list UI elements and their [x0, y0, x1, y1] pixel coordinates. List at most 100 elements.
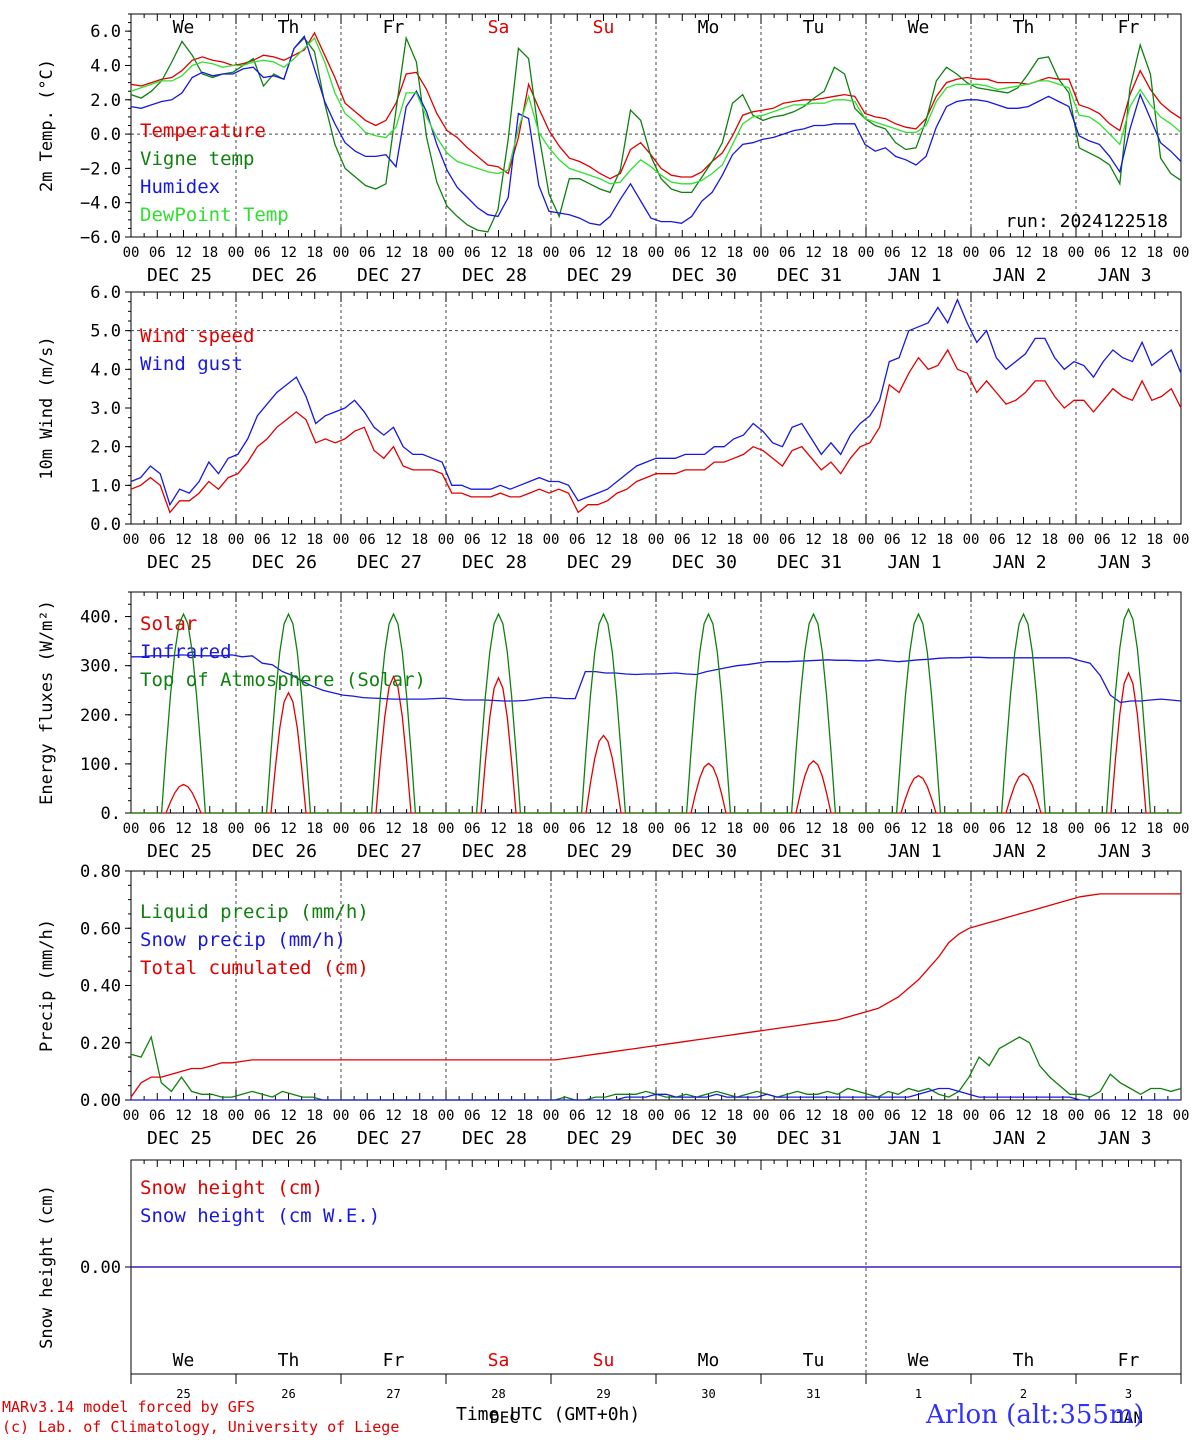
hour-label: 12 [910, 1108, 927, 1124]
y-tick-label: 0.80 [80, 862, 121, 882]
date-label: JAN 2 [992, 841, 1046, 862]
hour-label: 00 [753, 532, 770, 548]
legend-entry: Solar [140, 613, 197, 635]
hour-label: 12 [805, 1108, 822, 1124]
hour-label: 12 [385, 821, 402, 837]
hour-label: 18 [1041, 821, 1058, 837]
hour-label: 18 [306, 1108, 323, 1124]
y-tick-label: 5.0 [90, 322, 121, 342]
hour-label: 06 [884, 245, 901, 261]
day-number-label: 29 [596, 1387, 610, 1401]
hour-label: 06 [884, 532, 901, 548]
date-label: JAN 3 [1097, 265, 1151, 286]
hour-label: 06 [989, 532, 1006, 548]
hour-label: 00 [333, 821, 350, 837]
series-line [130, 893, 1181, 1098]
legend-entry: Wind gust [140, 353, 243, 375]
panel-5: 0.00 Snow height (cm) We Th Fr Sa Su Mo Tu We Th Fr… [37, 1159, 1182, 1427]
hour-label: 12 [490, 1108, 507, 1124]
hour-label: 18 [201, 532, 218, 548]
y-tick-label: 300. [80, 657, 121, 677]
y-tick-label: 0. [101, 804, 121, 824]
lab-credit: (c) Lab. of Climatology, University of L… [2, 1418, 400, 1436]
hour-label: 12 [490, 245, 507, 261]
hour-label: 18 [1146, 1108, 1163, 1124]
hour-label: 18 [621, 245, 638, 261]
hour-label: 06 [569, 245, 586, 261]
hour-label: 00 [648, 821, 665, 837]
date-label: JAN 3 [1097, 1128, 1151, 1149]
hour-label: 18 [621, 821, 638, 837]
legend-entry: Infrared [140, 641, 232, 663]
hour-label: 18 [516, 245, 533, 261]
hour-label: 06 [254, 821, 271, 837]
hour-label: 00 [1068, 532, 1085, 548]
hour-label: 06 [779, 245, 796, 261]
hour-label: 12 [280, 245, 297, 261]
y-tick-label: −4.0 [80, 194, 121, 214]
series-line [130, 36, 1182, 185]
day-number-label: 1 [915, 1387, 922, 1401]
hour-label: 18 [831, 245, 848, 261]
date-label: DEC 29 [567, 265, 632, 286]
hour-label: 18 [516, 532, 533, 548]
date-label: JAN 3 [1097, 552, 1151, 573]
hour-label: 12 [1015, 245, 1032, 261]
hour-label: 18 [621, 532, 638, 548]
weekday-label: Th [1013, 17, 1035, 38]
hour-label: 06 [569, 821, 586, 837]
hour-label: 18 [1146, 532, 1163, 548]
y-axis-label: Energy fluxes (W/m²) [37, 600, 57, 805]
day-number-label: 26 [281, 1387, 295, 1401]
hour-label: 18 [411, 1108, 428, 1124]
hour-label: 12 [385, 245, 402, 261]
legend-entry: Total cumulated (cm) [140, 957, 369, 979]
date-label: DEC 30 [672, 552, 737, 573]
hour-label: 00 [333, 532, 350, 548]
y-axis-label: 2m Temp. (°C) [37, 59, 57, 192]
hour-label: 00 [858, 1108, 875, 1124]
panel-2: 6.0 5.0 4.0 3.0 2.0 1.0 0.0 10m Wind (m/s) 00 06 1… [37, 283, 1189, 573]
hour-label: 18 [1041, 245, 1058, 261]
day-number-label: 31 [806, 1387, 820, 1401]
hour-label: 06 [359, 532, 376, 548]
legend-entry: Snow height (cm) [140, 1177, 323, 1199]
hour-label: 00 [1173, 245, 1190, 261]
hour-label: 00 [1173, 1108, 1190, 1124]
hour-label: 00 [858, 532, 875, 548]
hour-label: 18 [726, 532, 743, 548]
hour-label: 06 [1094, 821, 1111, 837]
date-label: JAN 1 [887, 265, 941, 286]
hour-label: 00 [1068, 1108, 1085, 1124]
hour-label: 12 [490, 532, 507, 548]
series-line [130, 34, 1182, 226]
hour-label: 18 [621, 1108, 638, 1124]
y-tick-label: −2.0 [80, 159, 121, 179]
y-tick-label: 2.0 [90, 91, 121, 111]
hour-label: 18 [936, 245, 953, 261]
hour-label: 18 [306, 532, 323, 548]
hour-label: 12 [1015, 532, 1032, 548]
hour-label: 06 [149, 532, 166, 548]
legend-entry: Wind speed [140, 325, 254, 347]
hour-label: 00 [963, 1108, 980, 1124]
y-tick-label: 0.00 [80, 1091, 121, 1111]
hour-label: 12 [1120, 1108, 1137, 1124]
date-label: DEC 29 [567, 1128, 632, 1149]
series-line [130, 298, 1182, 507]
weekday-label: We [173, 17, 195, 38]
date-label: JAN 2 [992, 265, 1046, 286]
hour-label: 12 [805, 532, 822, 548]
y-axis-label: Precip (mm/h) [37, 919, 57, 1052]
hour-label: 06 [674, 1108, 691, 1124]
date-label: DEC 26 [252, 841, 317, 862]
hour-label: 06 [359, 821, 376, 837]
hour-label: 06 [359, 245, 376, 261]
date-label: DEC 27 [357, 841, 422, 862]
hour-label: 18 [201, 821, 218, 837]
hour-label: 06 [989, 245, 1006, 261]
weekday-label: We [908, 17, 930, 38]
hour-label: 12 [385, 1108, 402, 1124]
hour-label: 06 [464, 532, 481, 548]
date-label: JAN 2 [992, 1128, 1046, 1149]
